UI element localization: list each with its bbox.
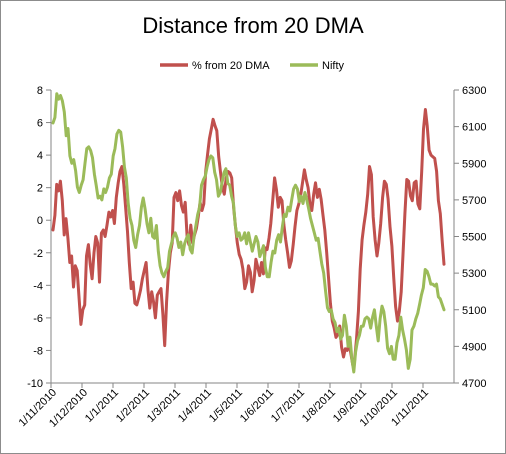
right-tick-label: 4900 (462, 341, 486, 353)
left-tick-label: 4 (37, 150, 43, 162)
right-tick-label: 6300 (462, 85, 486, 97)
left-tick-label: -6 (33, 313, 43, 325)
legend-label-nifty: Nifty (322, 60, 345, 72)
left-tick-label: 8 (37, 85, 43, 97)
right-tick-label: 5100 (462, 305, 486, 317)
left-tick-label: 6 (37, 118, 43, 130)
chart-title: Distance from 20 DMA (142, 13, 364, 38)
left-tick-label: 0 (37, 215, 43, 227)
left-tick-label: -8 (33, 345, 43, 357)
right-tick-label: 6100 (462, 122, 486, 134)
left-tick-label: -2 (33, 248, 43, 260)
legend: % from 20 DMA Nifty (160, 60, 345, 72)
right-tick-label: 5900 (462, 158, 486, 170)
right-tick-label: 4700 (462, 378, 486, 390)
legend-label-pct: % from 20 DMA (192, 60, 270, 72)
right-tick-label: 5500 (462, 232, 486, 244)
right-tick-label: 5700 (462, 195, 486, 207)
right-tick-label: 5300 (462, 268, 486, 280)
series-line-nifty (51, 92, 446, 374)
left-tick-label: 2 (37, 183, 43, 195)
series-line-pct-from-20dma (51, 108, 446, 367)
left-tick-label: -10 (27, 378, 43, 390)
left-tick-label: -4 (33, 280, 43, 292)
series-layer (51, 92, 446, 374)
